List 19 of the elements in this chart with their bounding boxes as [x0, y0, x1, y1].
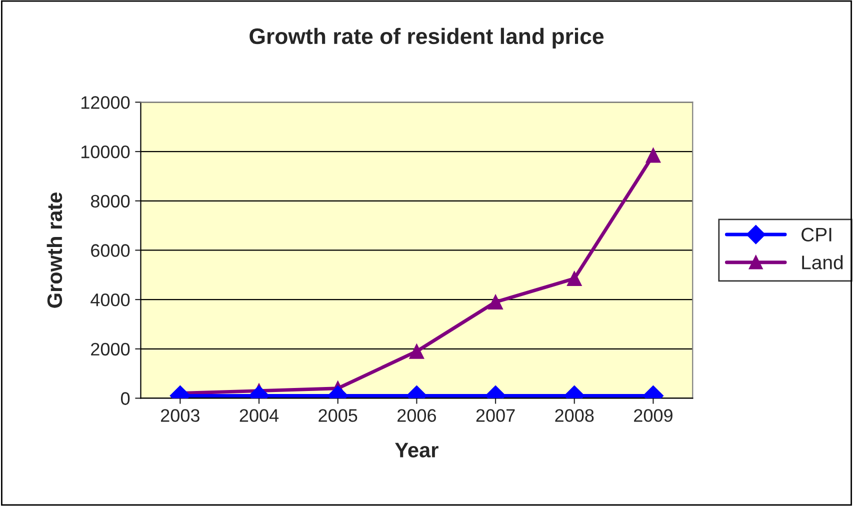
x-tick-label: 2003 [160, 409, 200, 422]
y-tick-label: 2000 [91, 342, 130, 356]
x-tick-label: 2006 [398, 409, 436, 422]
y-tick-label: 4000 [90, 293, 130, 306]
y-tick-label: 12000 [82, 96, 130, 109]
y-tick-label: 8000 [90, 194, 130, 208]
y-tick-label: 6000 [91, 244, 130, 257]
x-tick-label: 2009 [634, 409, 672, 422]
legend-label: CPI [802, 228, 832, 242]
y-tick-label: 10000 [82, 145, 130, 158]
x-tick-label: 2005 [318, 409, 358, 422]
x-tick-label: 2004 [240, 409, 279, 422]
chart-title: Growth rate of resident land price [250, 28, 604, 49]
x-axis-title: Year [395, 442, 438, 458]
x-tick-label: 2007 [476, 409, 515, 422]
y-axis-title: Growth rate [46, 192, 62, 308]
legend-label: Land [802, 255, 843, 270]
x-tick-label: 2008 [555, 409, 594, 422]
y-tick-label: 0 [120, 392, 130, 405]
